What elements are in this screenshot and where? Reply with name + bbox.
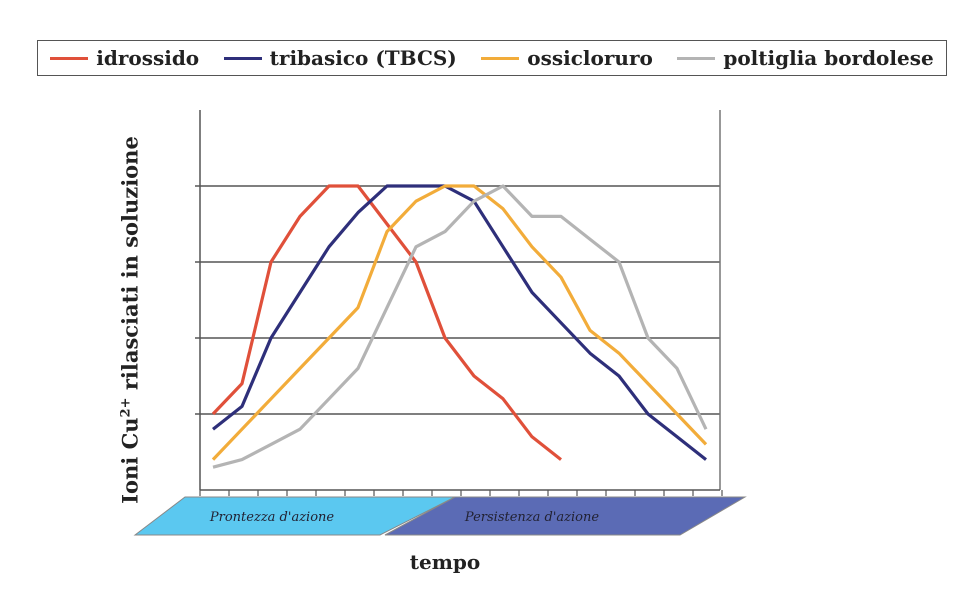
series-line (211, 184, 562, 461)
series-line (212, 184, 708, 469)
phase-band (384, 496, 747, 536)
legend: idrossido tribasico (TBCS) ossicloruro polt… (37, 40, 947, 76)
legend-label: tribasico (TBCS) (269, 46, 457, 70)
legend-swatch (481, 56, 520, 60)
legend-label: ossicloruro (527, 46, 653, 70)
legend-item: idrossido (50, 46, 199, 70)
x-axis-label: tempo (409, 550, 481, 574)
series-line (212, 184, 707, 461)
legend-item: poltiglia bordolese (677, 46, 934, 70)
legend-swatch (50, 56, 89, 60)
legend-label: idrossido (96, 46, 200, 70)
phase-label: Prontezza d'azione (209, 510, 335, 525)
legend-swatch (677, 56, 716, 60)
phase-label: Persistenza d'azione (464, 510, 599, 525)
legend-swatch (223, 56, 262, 60)
series-line (211, 184, 708, 461)
legend-item: ossicloruro (481, 46, 653, 70)
legend-item: tribasico (TBCS) (223, 46, 457, 70)
legend-label: poltiglia bordolese (723, 46, 934, 70)
